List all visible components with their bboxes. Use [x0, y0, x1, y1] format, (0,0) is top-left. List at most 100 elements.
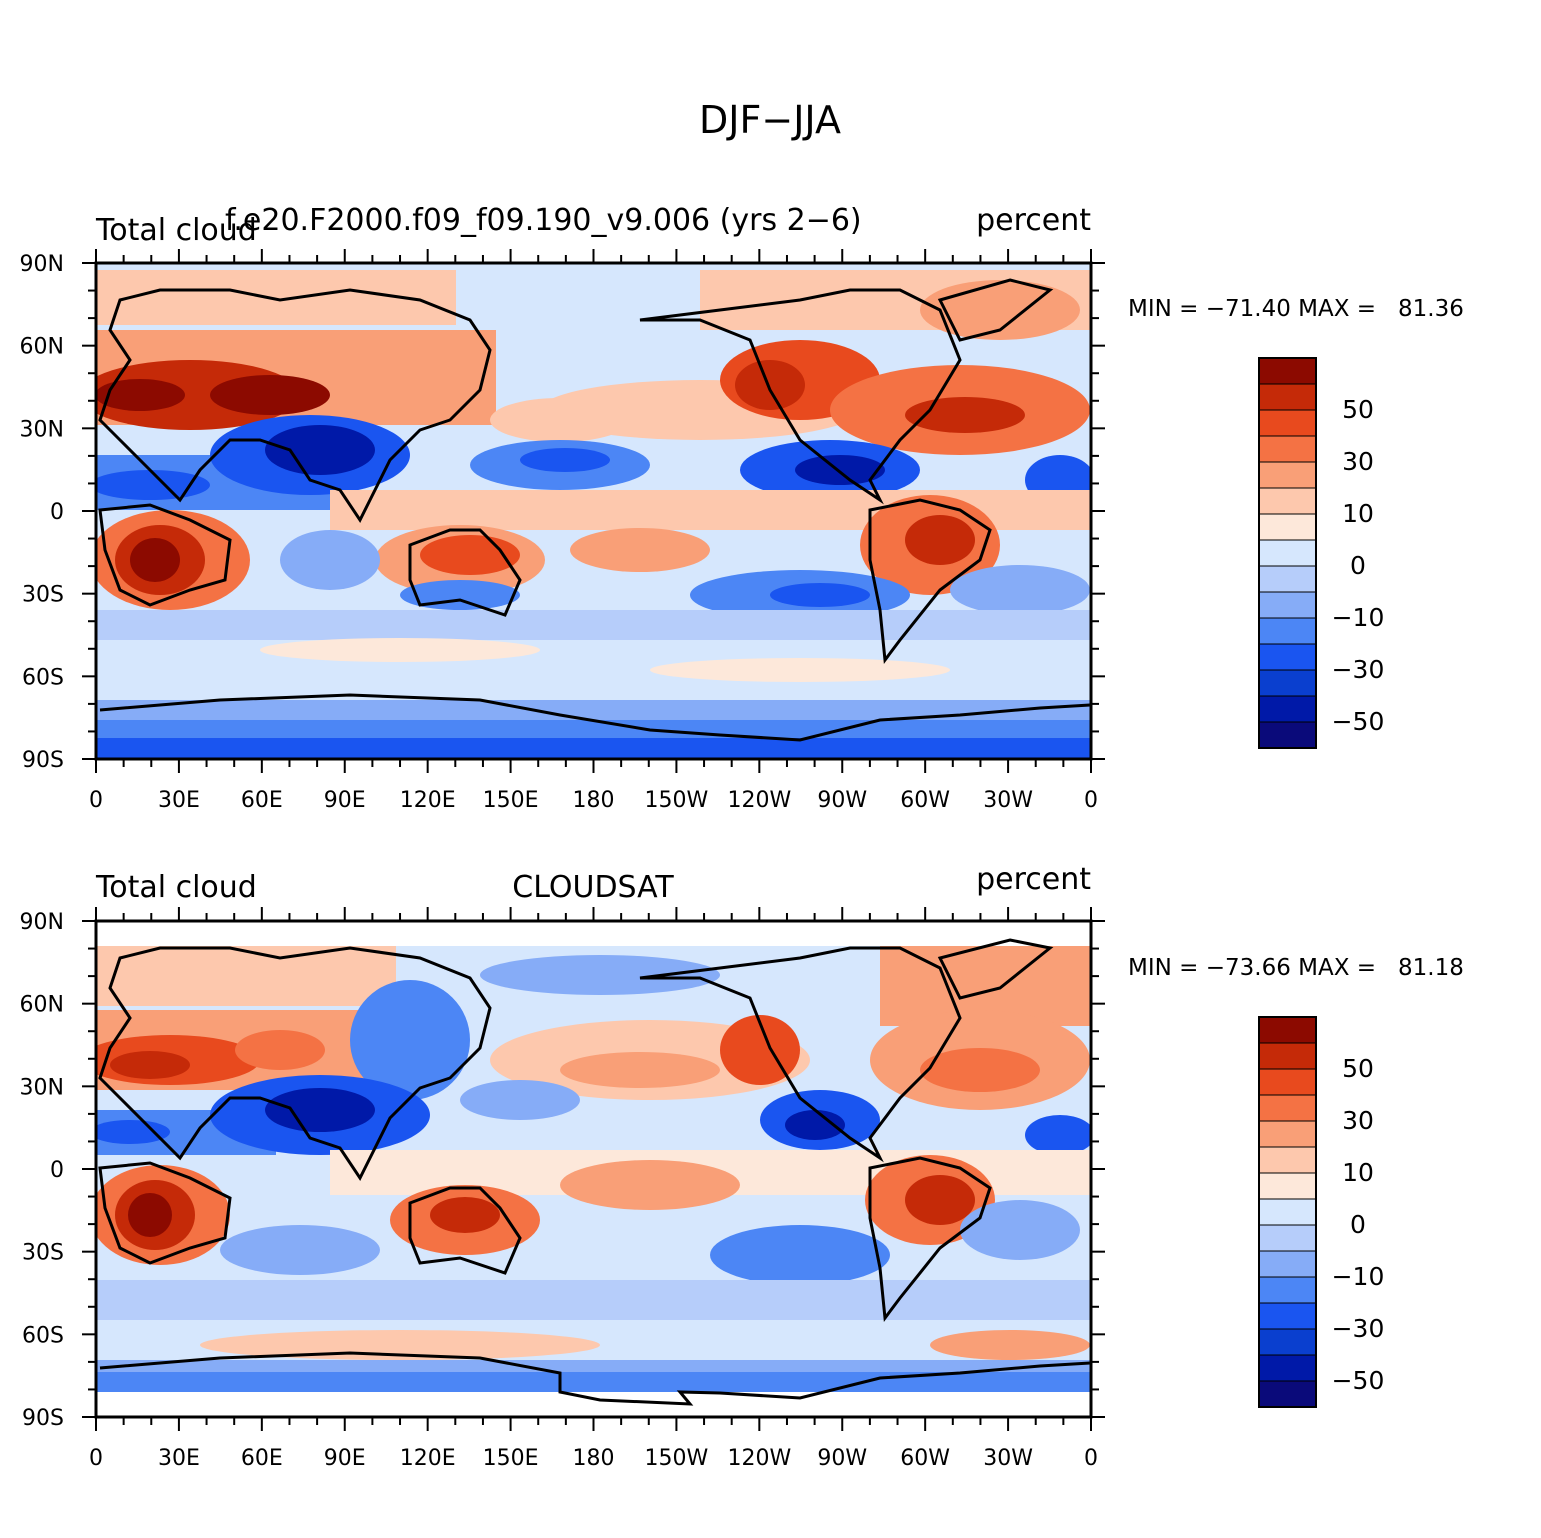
colorbar-label: −10 — [1332, 1262, 1385, 1291]
x-tick-label: 90E — [324, 1446, 366, 1471]
x-tick-label: 90W — [817, 1446, 867, 1471]
y-tick-label: 30N — [20, 1075, 64, 1100]
colorbar-box — [1258, 1250, 1317, 1278]
y-tick-label: 0 — [50, 1158, 64, 1183]
x-tick-label: 150W — [645, 788, 709, 813]
y-tick-label: 60S — [22, 1323, 64, 1348]
colorbar-box — [1258, 591, 1317, 619]
colorbar-box — [1258, 565, 1317, 593]
panel-left-title: Total cloud — [95, 213, 257, 248]
colorbar-box — [1258, 1224, 1317, 1252]
x-tick-label: 0 — [1084, 1446, 1098, 1471]
minmax-label: MIN = −73.66 MAX = 81.18 — [1128, 955, 1464, 981]
panel-right-title: percent — [976, 203, 1091, 238]
colorbar-label: 10 — [1342, 1158, 1374, 1187]
colorbar-label: 0 — [1350, 551, 1366, 580]
colorbar-label: 30 — [1342, 447, 1374, 476]
x-tick-label: 120E — [400, 1446, 456, 1471]
y-tick-label: 60S — [22, 665, 64, 690]
x-tick-label: 0 — [89, 1446, 103, 1471]
x-tick-label: 150E — [483, 1446, 539, 1471]
colorbar-box — [1258, 1042, 1317, 1070]
x-tick-label: 60W — [900, 788, 950, 813]
y-tick-label: 90S — [22, 1406, 64, 1431]
panel-left-title: Total cloud — [95, 870, 257, 905]
y-tick-label: 90S — [22, 748, 64, 773]
x-tick-label: 90E — [324, 788, 366, 813]
colorbar-box — [1258, 695, 1317, 723]
colorbar-label: 50 — [1342, 395, 1374, 424]
colorbar-box — [1258, 461, 1317, 489]
y-tick-label: 90N — [20, 252, 64, 277]
colorbar-label: −50 — [1332, 1366, 1385, 1395]
colorbar-box — [1258, 539, 1317, 567]
axis-ticks — [82, 907, 1105, 1431]
x-tick-label: 180 — [573, 788, 615, 813]
x-tick-label: 60E — [241, 788, 283, 813]
colorbar-label: 50 — [1342, 1054, 1374, 1083]
x-tick-labels: 0 30E 60E 90E 120E 150E 180 150W 120W 90W 60W 30W 0 — [89, 788, 1098, 813]
y-tick-label: 60N — [20, 993, 64, 1018]
x-tick-label: 150W — [645, 1446, 709, 1471]
map-field — [96, 921, 1091, 1417]
minmax-label: MIN = −71.40 MAX = 81.36 — [1128, 296, 1464, 322]
colorbar-frame — [1258, 357, 1317, 749]
colorbar-frame — [1258, 1016, 1317, 1408]
colorbar-box — [1258, 1380, 1317, 1408]
colorbar: 50 30 10 0 −10 −30 −50 — [1258, 1016, 1385, 1408]
axis-ticks — [82, 249, 1105, 773]
colorbar-box — [1258, 1120, 1317, 1148]
y-tick-label: 30S — [22, 583, 64, 608]
x-tick-labels: 0 30E 60E 90E 120E 150E 180 150W 120W 90W 60W 30W 0 — [89, 1446, 1098, 1471]
colorbar-box — [1258, 1094, 1317, 1122]
x-tick-label: 120E — [400, 788, 456, 813]
x-tick-label: 60E — [241, 1446, 283, 1471]
colorbar-box — [1258, 1302, 1317, 1330]
figure-title: DJF−JJA — [699, 98, 841, 142]
colorbar-box — [1258, 487, 1317, 515]
x-tick-label: 120W — [727, 788, 791, 813]
panel-center-title: CLOUDSAT — [512, 870, 674, 905]
colorbar-label: −50 — [1332, 707, 1385, 736]
x-tick-label: 0 — [89, 788, 103, 813]
colorbar-label: −30 — [1332, 655, 1385, 684]
colorbar-box — [1258, 1172, 1317, 1200]
coastlines — [98, 278, 1091, 742]
x-tick-label: 90W — [817, 788, 867, 813]
panel-cloudsat: Total cloud CLOUDSAT percent — [20, 862, 1464, 1471]
x-tick-label: 30E — [158, 1446, 200, 1471]
colorbar: 50 30 10 0 −10 −30 −50 — [1258, 357, 1385, 749]
coastlines — [98, 938, 1091, 1406]
colorbar-box — [1258, 1328, 1317, 1356]
y-tick-label: 90N — [20, 910, 64, 935]
x-tick-label: 180 — [573, 1446, 615, 1471]
x-tick-label: 60W — [900, 1446, 950, 1471]
colorbar-box — [1258, 383, 1317, 411]
colorbar-box — [1258, 1276, 1317, 1304]
colorbar-label: 0 — [1350, 1210, 1366, 1239]
y-tick-label: 60N — [20, 335, 64, 360]
colorbar-box — [1258, 643, 1317, 671]
x-tick-label: 0 — [1084, 788, 1098, 813]
panel-model: Total cloud f.e20.F2000.f09_f09.190_v9.0… — [20, 203, 1464, 813]
x-tick-label: 30W — [983, 1446, 1033, 1471]
y-tick-label: 30N — [20, 417, 64, 442]
colorbar-box — [1258, 513, 1317, 541]
colorbar-box — [1258, 721, 1317, 749]
colorbar-box — [1258, 409, 1317, 437]
colorbar-box — [1258, 435, 1317, 463]
panel-center-title: f.e20.F2000.f09_f09.190_v9.006 (yrs 2−6) — [225, 203, 862, 238]
colorbar-box — [1258, 617, 1317, 645]
colorbar-box — [1258, 1068, 1317, 1096]
y-tick-labels: 90N 60N 30N 0 30S 60S 90S — [20, 910, 64, 1431]
map-field — [96, 263, 1091, 759]
x-tick-label: 120W — [727, 1446, 791, 1471]
colorbar-box — [1258, 1354, 1317, 1382]
colorbar-box — [1258, 1198, 1317, 1226]
colorbar-box — [1258, 357, 1317, 385]
panel-right-title: percent — [976, 862, 1091, 897]
y-tick-labels: 90N 60N 30N 0 30S 60S 90S — [20, 252, 64, 773]
x-tick-label: 30W — [983, 788, 1033, 813]
x-tick-label: 150E — [483, 788, 539, 813]
